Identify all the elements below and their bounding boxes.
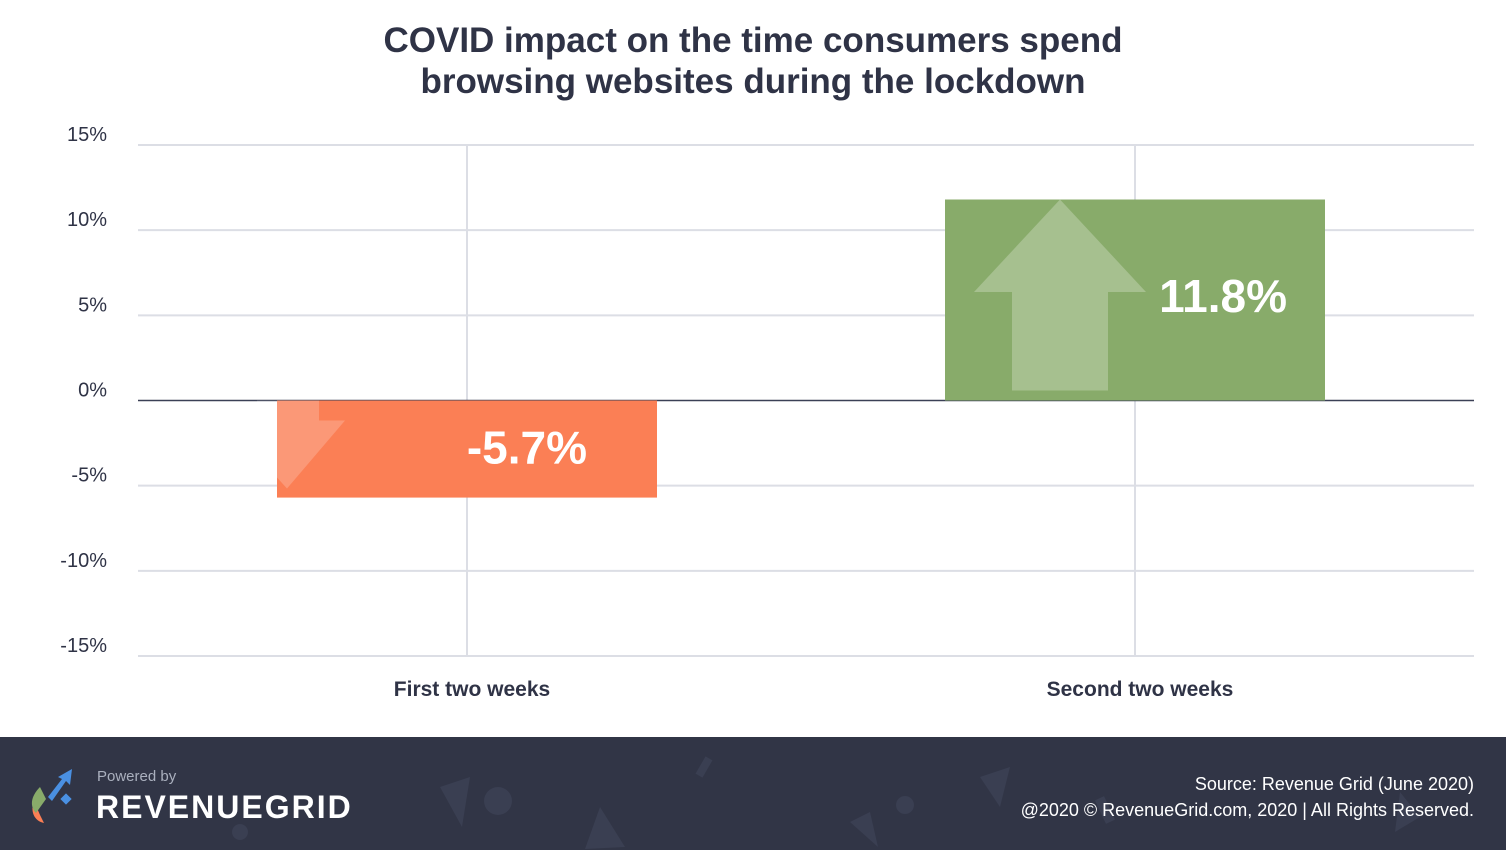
down-arrow-icon xyxy=(257,400,345,489)
footer-pattern xyxy=(232,756,1420,849)
source-text: Source: Revenue Grid (June 2020) xyxy=(1194,774,1474,794)
y-tick-label: -15% xyxy=(60,635,107,657)
y-tick-label: -5% xyxy=(71,465,107,487)
y-tick-label: -10% xyxy=(60,550,107,572)
bar-value-label: 11.8% xyxy=(1159,270,1287,322)
chart-title-line-1: COVID impact on the time consumers spend xyxy=(383,21,1123,60)
bar-value-label: -5.7% xyxy=(467,422,587,474)
powered-by-label: Powered by xyxy=(97,768,177,785)
y-tick-label: 15% xyxy=(67,124,107,146)
bar-positive xyxy=(945,199,1325,401)
revenuegrid-logo-icon xyxy=(31,769,72,823)
bar-chart: 15% 10% 5% 0% -5% -10% -15% -5.7% First two week… xyxy=(60,124,1474,701)
footer: Powered by REVENUEGRID Source: Revenue G… xyxy=(0,737,1506,850)
y-tick-label: 10% xyxy=(67,209,107,231)
bar-negative xyxy=(277,400,657,498)
up-arrow-icon xyxy=(974,199,1146,391)
copyright-text: @2020 © RevenueGrid.com, 2020 | All Righ… xyxy=(1020,800,1474,820)
y-tick-label: 5% xyxy=(78,294,107,316)
x-category-label: Second two weeks xyxy=(1047,678,1234,701)
chart-title: COVID impact on the time consumers spend… xyxy=(0,20,1506,102)
brand-logo-text: REVENUEGRID xyxy=(96,789,353,825)
x-category-label: First two weeks xyxy=(394,678,550,701)
y-tick-label: 0% xyxy=(78,380,107,402)
chart-title-line-2: browsing websites during the lockdown xyxy=(420,62,1086,101)
source-note: Source: Revenue Grid (June 2020) @2020 ©… xyxy=(1021,771,1474,823)
